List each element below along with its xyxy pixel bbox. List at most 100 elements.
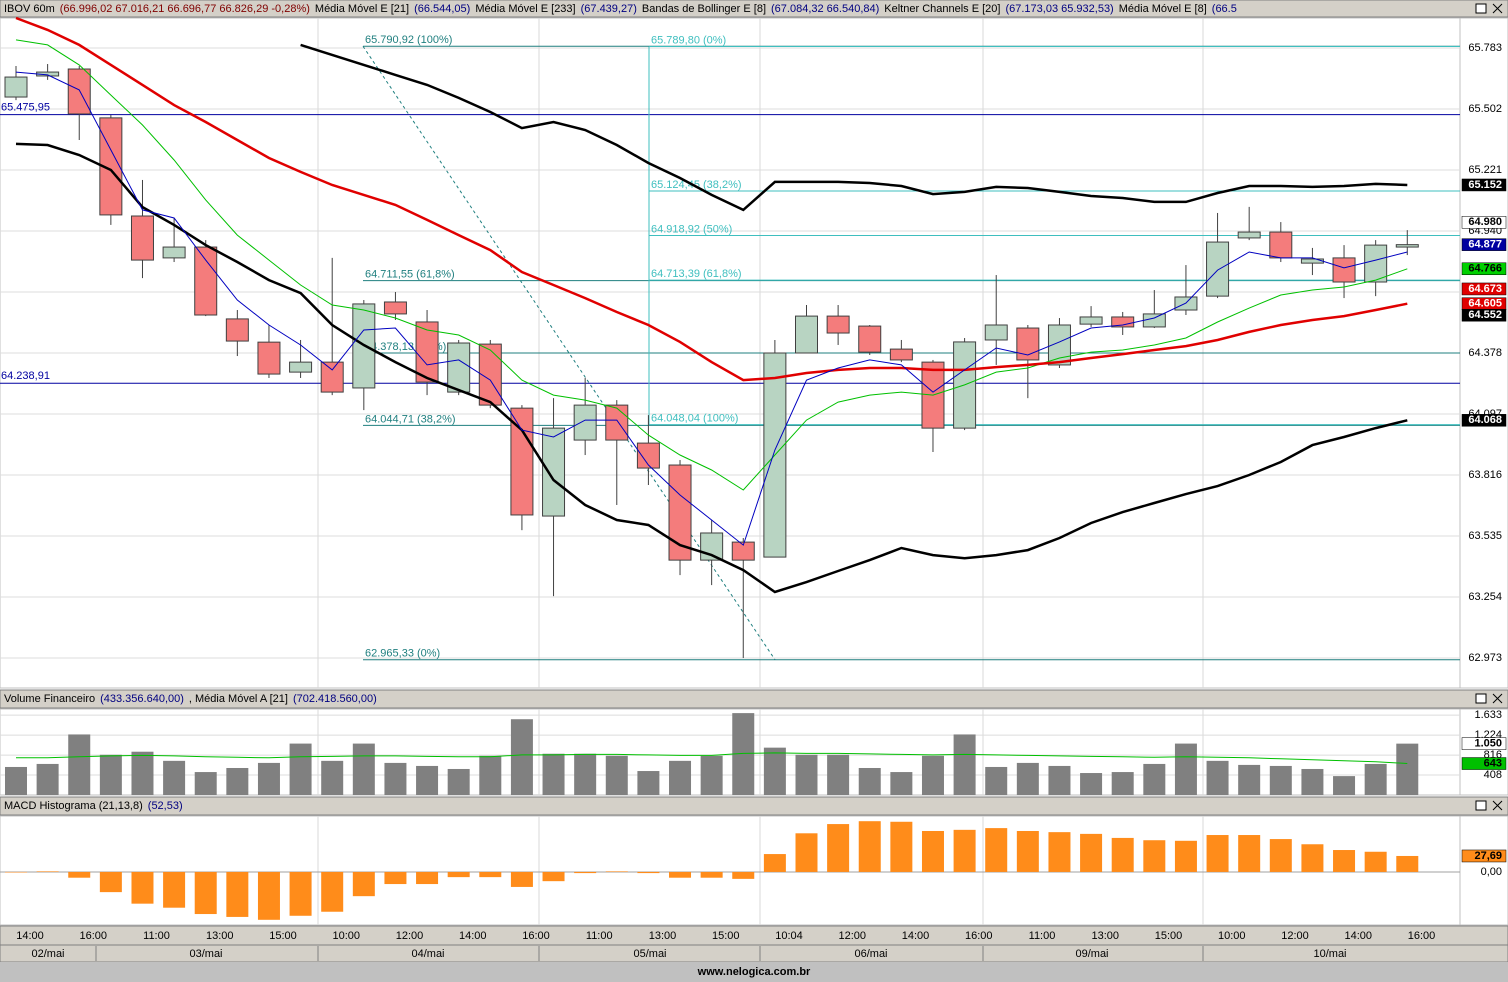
title-item: Bandas de Bollinger E [8]: [642, 3, 766, 15]
bar: [352, 743, 375, 795]
title-item: , Média Móvel A [21]: [189, 693, 288, 705]
bar: [700, 755, 723, 795]
bar: [985, 766, 1008, 795]
bar: [384, 762, 407, 795]
bar: [763, 854, 786, 872]
candle-body: [1332, 257, 1356, 283]
time-label: 16:00: [522, 930, 550, 942]
y-tick-label: 65.502: [1468, 103, 1502, 115]
bar: [479, 871, 502, 878]
indicator-line: [15, 39, 1408, 491]
candle-body: [510, 407, 534, 516]
y-tick-label: 64.378: [1468, 347, 1502, 359]
axis-area: [1459, 17, 1508, 689]
time-label: 15:00: [269, 930, 297, 942]
candle-body: [67, 68, 91, 115]
bar: [763, 747, 786, 795]
bar: [479, 755, 502, 795]
candle-body: [668, 464, 692, 561]
reference-label: 64.238,91: [1, 370, 50, 382]
bar: [36, 871, 59, 872]
title-item: Keltner Channels E [20]: [884, 3, 1000, 15]
bar: [1238, 835, 1261, 872]
date-label: 05/mai: [633, 948, 666, 960]
panel-title: MACD Histograma (21,13,8) (52,53): [4, 800, 183, 812]
bar: [257, 871, 280, 920]
title-item: Média Móvel E [21]: [315, 3, 409, 15]
panel-title: Volume Financeiro (433.356.640,00) , Média…: [4, 693, 377, 705]
bar: [921, 830, 944, 872]
bar: [858, 767, 881, 795]
bar: [1206, 760, 1229, 795]
bar: [416, 765, 439, 795]
close-button: [1492, 3, 1503, 14]
y-tick-label: 62.973: [1468, 652, 1502, 664]
bar: [953, 829, 976, 872]
candle-body: [225, 318, 249, 342]
candle-body: [795, 315, 818, 354]
time-label: 16:00: [79, 930, 107, 942]
bar: [637, 771, 660, 795]
bar: [5, 766, 27, 795]
y-tick-label: 65.221: [1468, 164, 1502, 176]
title-item: (66.5: [1212, 3, 1237, 15]
bar: [574, 871, 597, 874]
title-item: (67.173,03 65.932,53): [1005, 3, 1113, 15]
bar: [510, 719, 533, 795]
y-tick-label: 1.633: [1474, 709, 1502, 721]
bar: [68, 734, 91, 795]
indicator-line: [15, 71, 1408, 546]
bar: [953, 734, 976, 795]
bar: [1396, 743, 1419, 795]
bar: [795, 754, 818, 795]
title-item: MACD Histograma (21,13,8): [4, 800, 143, 812]
price-marker-label: 64.766: [1468, 263, 1502, 275]
bar: [1269, 839, 1292, 872]
footer: www.nelogica.com.br: [697, 966, 811, 978]
time-label: 14:00: [16, 930, 44, 942]
title-item: (66.544,05): [414, 3, 470, 15]
axis-area: [1459, 815, 1508, 926]
bar: [1016, 762, 1039, 795]
y-tick-label: 63.254: [1468, 591, 1502, 603]
bar: [795, 833, 818, 872]
bar: [1396, 855, 1419, 872]
close-button: [1492, 800, 1503, 811]
price-marker-label: 64.068: [1468, 414, 1502, 426]
bar: [574, 753, 597, 795]
bar: [890, 772, 913, 795]
time-label: 11:00: [586, 930, 613, 942]
bar: [732, 713, 755, 795]
candle-body: [478, 343, 502, 406]
bar: [226, 871, 249, 917]
candle-body: [542, 427, 566, 517]
bar: [1364, 851, 1387, 872]
bar: [1301, 768, 1324, 795]
candle-body: [889, 348, 913, 361]
bar: [1080, 833, 1103, 872]
bar: [700, 871, 723, 878]
bar: [321, 760, 344, 795]
bar: [416, 871, 439, 885]
time-label: 14:00: [1344, 930, 1372, 942]
time-label: 10:00: [332, 930, 360, 942]
window-button: [1475, 800, 1487, 811]
title-item: Volume Financeiro: [4, 693, 95, 705]
candle-body: [605, 404, 629, 441]
axis-area: [1459, 708, 1508, 796]
time-label: 10:04: [775, 930, 803, 942]
bar: [257, 762, 280, 795]
candle-body: [984, 324, 1008, 341]
price-marker-label: 64.980: [1468, 216, 1502, 228]
price-marker-label: 643: [1484, 757, 1502, 769]
price-marker-label: 64.673: [1468, 283, 1502, 295]
bar: [985, 828, 1008, 872]
price-marker: [1461, 178, 1507, 192]
time-label: 12:00: [396, 930, 424, 942]
fib-label: 64.713,39 (61,8%): [651, 268, 742, 280]
bar: [1111, 837, 1134, 872]
bar: [1080, 773, 1103, 795]
bar: [1238, 764, 1261, 795]
